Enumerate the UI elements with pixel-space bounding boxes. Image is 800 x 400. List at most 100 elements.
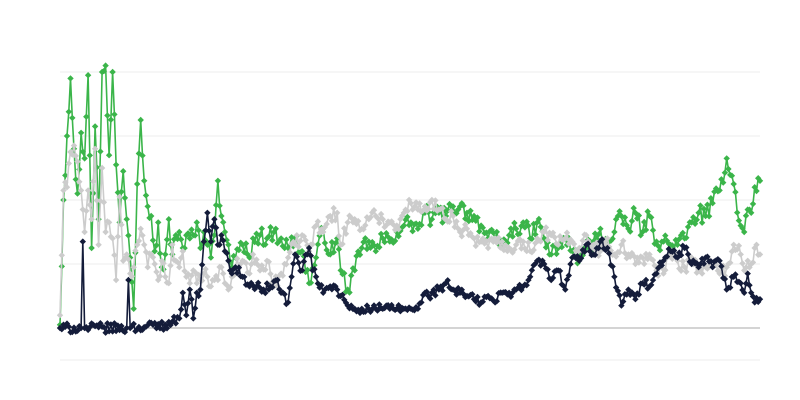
data-point-green-259 xyxy=(511,219,518,227)
data-point-green-82 xyxy=(200,228,208,236)
data-point-navy-315 xyxy=(609,263,616,270)
data-point-green-11 xyxy=(76,166,83,173)
data-point-green-234 xyxy=(467,207,474,214)
data-point-green-59 xyxy=(160,266,167,273)
data-point-gray-329 xyxy=(634,254,641,261)
data-point-green-92 xyxy=(218,212,225,220)
data-point-green-370 xyxy=(705,213,713,220)
data-point-gray-330 xyxy=(635,259,643,266)
data-point-green-362 xyxy=(691,220,699,227)
data-point-green-212 xyxy=(428,216,436,223)
data-point-gray-32 xyxy=(112,276,120,284)
data-point-navy-1 xyxy=(58,326,65,333)
data-point-gray-7 xyxy=(69,151,76,158)
data-point-gray-396 xyxy=(751,244,758,252)
data-point-green-193 xyxy=(395,233,402,240)
data-point-gray-249 xyxy=(493,239,500,246)
data-point-green-367 xyxy=(700,205,708,212)
data-point-gray-119 xyxy=(265,258,272,265)
data-point-navy-269 xyxy=(528,267,536,274)
data-point-gray-137 xyxy=(297,237,304,244)
data-point-navy-136 xyxy=(295,259,302,266)
data-point-green-80 xyxy=(197,244,204,252)
data-point-green-175 xyxy=(363,245,371,253)
data-point-green-363 xyxy=(693,216,700,223)
data-point-navy-10 xyxy=(74,327,81,334)
data-point-navy-334 xyxy=(642,276,650,284)
data-point-green-57 xyxy=(156,250,164,257)
data-point-gray-384 xyxy=(730,241,737,248)
data-point-navy-214 xyxy=(432,292,439,299)
data-point-gray-223 xyxy=(448,208,455,215)
data-point-navy-371 xyxy=(707,258,715,265)
data-point-green-270 xyxy=(530,220,537,228)
data-point-gray-327 xyxy=(630,252,637,260)
data-point-gray-39 xyxy=(125,256,132,263)
data-point-navy-354 xyxy=(677,252,685,259)
data-point-gray-9 xyxy=(72,152,79,160)
data-point-green-258 xyxy=(509,233,516,240)
data-point-gray-289 xyxy=(563,229,571,236)
data-point-green-86 xyxy=(207,254,215,261)
data-point-gray-14 xyxy=(81,228,88,236)
data-point-gray-228 xyxy=(456,228,464,236)
data-point-green-353 xyxy=(676,235,683,243)
data-point-green-31 xyxy=(111,111,118,118)
data-point-navy-358 xyxy=(684,251,692,258)
series-group xyxy=(56,62,764,336)
data-point-gray-34 xyxy=(116,193,123,200)
data-point-navy-80 xyxy=(197,286,204,293)
data-point-navy-93 xyxy=(220,237,227,244)
data-point-green-26 xyxy=(102,62,109,69)
data-point-gray-5 xyxy=(65,160,72,167)
data-point-gray-179 xyxy=(370,207,378,214)
data-point-green-47 xyxy=(139,152,146,159)
data-point-navy-298 xyxy=(579,246,586,254)
data-point-green-171 xyxy=(356,251,364,258)
data-point-green-358 xyxy=(684,223,692,231)
data-point-green-394 xyxy=(748,209,755,216)
data-point-gray-150 xyxy=(320,228,327,236)
data-point-green-369 xyxy=(704,201,711,208)
data-point-green-274 xyxy=(537,223,544,231)
data-point-gray-161 xyxy=(339,240,346,248)
data-point-gray-237 xyxy=(472,242,479,250)
data-point-navy-57 xyxy=(156,325,164,332)
data-point-gray-30 xyxy=(109,235,116,242)
gridlines xyxy=(60,71,760,361)
data-point-green-182 xyxy=(376,244,383,251)
data-point-navy-84 xyxy=(204,209,211,216)
data-point-navy-34 xyxy=(116,326,123,334)
data-point-green-333 xyxy=(641,218,648,226)
data-point-green-317 xyxy=(612,216,620,223)
data-point-navy-117 xyxy=(262,289,269,297)
data-point-navy-328 xyxy=(632,296,639,303)
data-point-green-385 xyxy=(732,188,739,196)
data-point-gray-193 xyxy=(395,226,402,233)
data-point-gray-57 xyxy=(156,273,164,280)
data-point-green-61 xyxy=(163,236,171,243)
data-point-navy-384 xyxy=(730,273,737,280)
data-point-gray-274 xyxy=(537,238,544,245)
data-point-navy-385 xyxy=(732,271,739,278)
data-point-green-319 xyxy=(616,208,623,215)
data-point-green-368 xyxy=(702,212,709,220)
data-point-gray-363 xyxy=(693,269,700,276)
data-point-gray-17 xyxy=(86,201,93,209)
data-point-gray-214 xyxy=(432,197,439,204)
data-point-gray-110 xyxy=(249,251,257,258)
data-point-navy-241 xyxy=(479,298,486,305)
data-point-gray-31 xyxy=(111,251,118,259)
data-point-navy-249 xyxy=(493,298,500,305)
data-point-gray-305 xyxy=(591,246,599,253)
data-point-green-74 xyxy=(186,235,193,242)
data-point-green-91 xyxy=(216,202,223,209)
data-point-green-5 xyxy=(65,108,72,115)
data-point-green-364 xyxy=(695,209,702,216)
data-point-navy-296 xyxy=(576,257,583,264)
data-point-navy-396 xyxy=(751,299,758,306)
data-point-green-206 xyxy=(418,221,425,229)
data-point-navy-61 xyxy=(163,325,171,332)
data-point-gray-47 xyxy=(139,232,146,239)
data-point-gray-292 xyxy=(569,238,576,245)
